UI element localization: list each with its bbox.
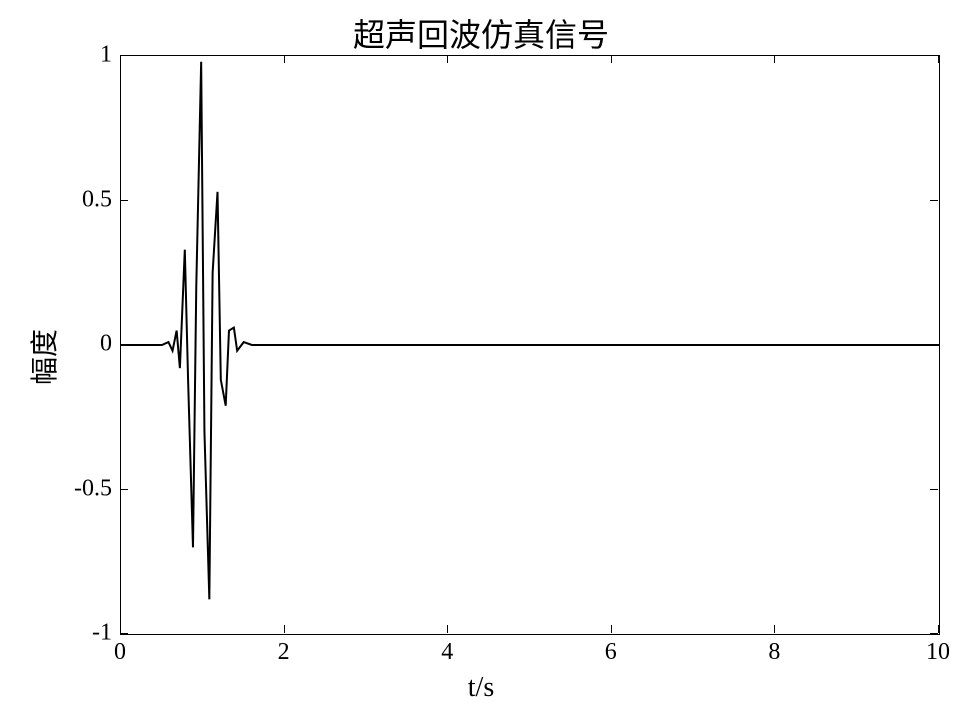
x-tick <box>611 625 612 633</box>
x-tick <box>120 625 121 633</box>
signal-line <box>121 56 939 634</box>
x-tick <box>774 55 775 63</box>
y-tick <box>930 489 938 490</box>
x-tick <box>611 55 612 63</box>
y-tick-label: 1 <box>100 42 112 69</box>
x-tick-label: 2 <box>278 639 290 666</box>
x-tick-label: 6 <box>605 639 617 666</box>
x-axis-label: t/s <box>468 672 494 704</box>
y-tick-label: -0.5 <box>74 475 112 502</box>
y-tick <box>120 344 128 345</box>
x-tick <box>447 55 448 63</box>
x-tick <box>284 625 285 633</box>
y-tick <box>120 55 128 56</box>
y-tick-label: -1 <box>92 620 112 647</box>
x-tick <box>938 625 939 633</box>
y-tick-label: 0 <box>100 331 112 358</box>
x-tick-label: 4 <box>441 639 453 666</box>
x-tick <box>447 625 448 633</box>
x-tick-label: 10 <box>926 639 950 666</box>
y-tick <box>120 633 128 634</box>
x-tick <box>120 55 121 63</box>
y-tick <box>930 200 938 201</box>
chart-title: 超声回波仿真信号 <box>353 10 609 56</box>
plot-area <box>120 55 940 635</box>
chart-container: 超声回波仿真信号 幅度 t/s 0 2 4 6 8 10 -1 -0.5 0 0.5 1 <box>0 0 962 714</box>
y-tick <box>120 489 128 490</box>
x-tick-label: 8 <box>768 639 780 666</box>
y-tick <box>930 633 938 634</box>
x-tick <box>284 55 285 63</box>
x-tick-label: 0 <box>114 639 126 666</box>
y-tick <box>930 55 938 56</box>
x-tick <box>774 625 775 633</box>
y-axis-label: 幅度 <box>23 329 63 385</box>
y-tick <box>120 200 128 201</box>
x-tick <box>938 55 939 63</box>
y-tick-label: 0.5 <box>82 186 112 213</box>
y-tick <box>930 344 938 345</box>
